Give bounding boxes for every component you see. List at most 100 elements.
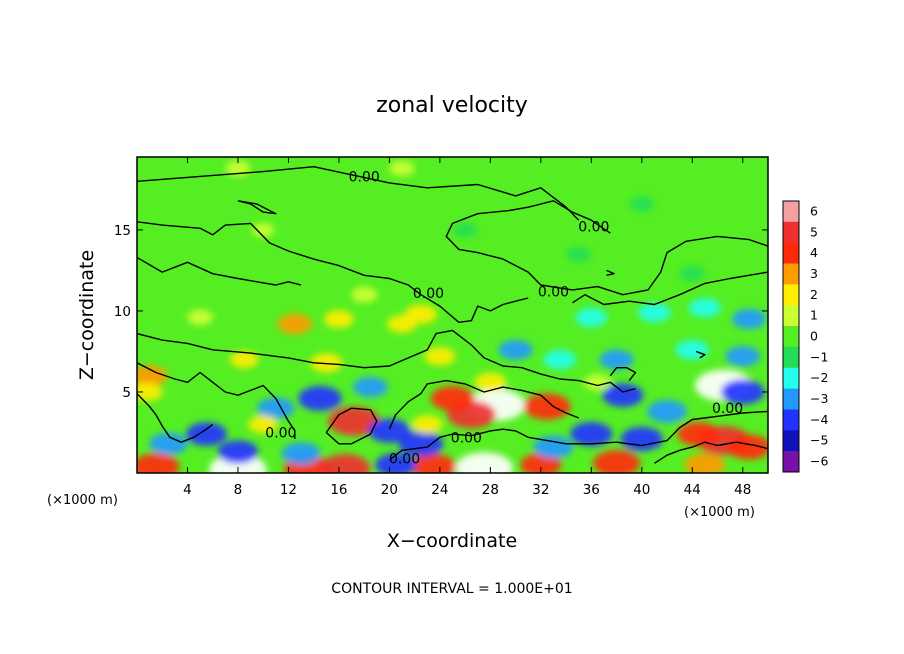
velocity-cell-12 [320, 454, 371, 473]
y-tick-label-0: 5 [122, 385, 131, 401]
velocity-cell-39 [675, 340, 709, 360]
velocity-cell-58 [187, 309, 213, 326]
velocity-cell-40 [599, 349, 634, 370]
velocity-cell-61 [252, 222, 275, 237]
velocity-cell-26 [298, 386, 342, 411]
colorbar-swatch-5 [783, 305, 799, 327]
colorbar-label-10: −4 [810, 412, 828, 427]
velocity-cell-21 [533, 435, 574, 459]
velocity-cell-31 [281, 442, 321, 465]
contour-interval-note: CONTOUR INTERVAL = 1.000E+01 [331, 581, 572, 597]
colorbar-swatch-8 [783, 367, 799, 389]
contour-line-0 [137, 166, 580, 221]
y-axis-label: Z−coordinate [76, 250, 98, 380]
velocity-cell-28 [185, 422, 227, 446]
x-tick-label-9: 40 [633, 482, 650, 498]
velocity-cell-43 [679, 265, 706, 282]
velocity-cell-60 [389, 160, 415, 177]
velocity-cell-7 [727, 434, 768, 460]
contour-label-6: 0.00 [451, 430, 482, 446]
velocity-cell-29 [217, 440, 259, 464]
velocity-cell-37 [688, 298, 721, 318]
plot-frame [136, 156, 769, 474]
colorbar-swatch-0 [783, 201, 799, 223]
x-tick-label-7: 32 [532, 482, 549, 498]
contour-lines [137, 166, 768, 464]
velocity-cell-55 [248, 415, 278, 434]
x-axis-ticks: 4 8 12 16 20 24 28 32 36 40 44 48 [183, 157, 751, 498]
velocity-cell-63 [411, 415, 443, 434]
chart-title: zonal velocity [376, 93, 528, 118]
colorbar-label-4: 2 [810, 287, 818, 302]
colorbar-label-7: −1 [810, 349, 828, 364]
velocity-cell-64 [584, 374, 612, 391]
velocity-field [137, 160, 768, 473]
velocity-cell-19 [570, 422, 613, 447]
velocity-cell-24 [398, 431, 444, 457]
colorbar-swatch-2 [783, 242, 799, 264]
colorbar-swatch-11 [783, 430, 799, 452]
contour-line-14 [695, 350, 706, 359]
colorbar-label-9: −3 [810, 391, 828, 406]
colorbar-label-1: 5 [810, 224, 818, 239]
velocity-cell-54 [230, 351, 259, 369]
colorbar-label-3: 3 [810, 266, 818, 281]
velocity-cell-27 [257, 397, 295, 419]
plot-area: 0.00 0.00 0.00 0.00 0.00 0.00 0.00 0.00 [137, 157, 768, 473]
colorbar-frame [782, 200, 800, 473]
colorbar-swatch-10 [783, 409, 799, 431]
x-tick-label-1: 8 [234, 482, 243, 498]
x-unit-left: (×1000 m) [47, 493, 118, 508]
contour-line-8 [325, 407, 378, 445]
colorbar-label-11: −5 [810, 433, 828, 448]
velocity-cell-47 [324, 310, 354, 328]
contour-line-3 [445, 200, 768, 296]
x-axis-label: X−coordinate [387, 530, 517, 552]
contour-label-0: 0.00 [349, 169, 380, 185]
velocity-cell-13 [411, 453, 457, 473]
contour-line-9 [388, 379, 579, 430]
velocity-cell-41 [725, 346, 761, 367]
colorbar-swatch-9 [783, 388, 799, 410]
velocity-cell-20 [620, 426, 663, 452]
velocity-cell-51 [351, 286, 378, 303]
velocity-cell-44 [629, 196, 654, 212]
colorbar-label-12: −6 [810, 454, 828, 469]
plot-background [137, 157, 768, 473]
contour-line-2 [137, 256, 302, 286]
colorbar-swatch-1 [783, 221, 799, 243]
velocity-cell-57 [137, 382, 163, 402]
x-tick-label-4: 20 [381, 482, 398, 498]
contour-line-1 [137, 221, 529, 323]
x-tick-label-2: 12 [280, 482, 297, 498]
contour-line-11 [654, 441, 768, 464]
colorbar: 6 5 4 3 2 1 0 −1 −2 −3 −4 −5 −6 [782, 200, 828, 473]
colorbar-label-5: 1 [810, 308, 818, 323]
velocity-cell-2 [430, 386, 475, 411]
x-tick-label-6: 28 [482, 482, 499, 498]
x-tick-label-8: 36 [583, 482, 600, 498]
contour-label-7: 0.00 [389, 451, 420, 467]
y-tick-label-2: 15 [114, 223, 131, 239]
contour-line-5 [137, 329, 636, 393]
colorbar-swatch-4 [783, 284, 799, 306]
velocity-cell-14 [593, 450, 640, 473]
velocity-cell-22 [647, 399, 687, 423]
contour-labels: 0.00 0.00 0.00 0.00 0.00 0.00 0.00 0.00 [265, 169, 743, 467]
velocity-cell-32 [375, 453, 417, 473]
contour-line-12 [237, 200, 277, 215]
x-unit-right: (×1000 m) [684, 505, 755, 520]
colorbar-swatch-6 [783, 326, 799, 348]
contour-label-4: 0.00 [712, 401, 743, 417]
velocity-cell-35 [575, 307, 608, 327]
velocity-cell-59 [225, 160, 251, 177]
velocity-cell-33 [353, 376, 388, 398]
x-tick-label-3: 16 [330, 482, 347, 498]
velocity-cell-16 [684, 453, 726, 473]
velocity-cell-50 [404, 304, 438, 324]
velocity-cell-45 [453, 222, 477, 238]
contour-label-2: 0.00 [413, 286, 444, 302]
y-tick-label-1: 10 [114, 304, 131, 320]
contour-line-6 [137, 362, 296, 439]
